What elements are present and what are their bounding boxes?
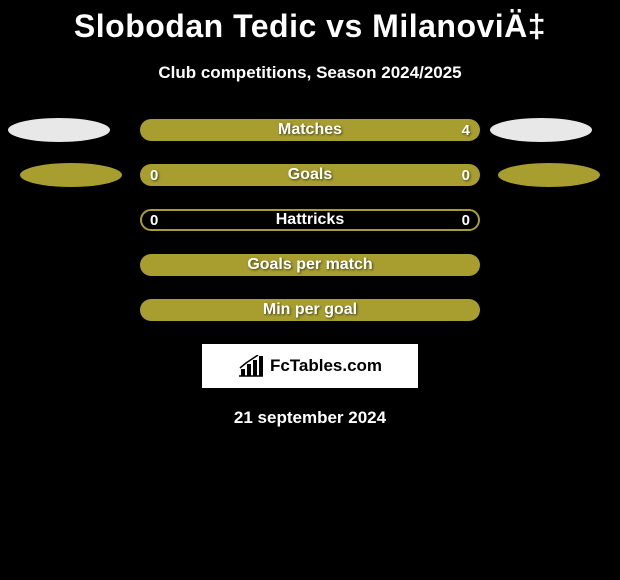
page-title: Slobodan Tedic vs MilanoviÄ‡ <box>0 8 620 45</box>
player-marker-ellipse <box>20 163 122 187</box>
stat-label: Min per goal <box>140 301 480 319</box>
stat-value-right: 4 <box>462 122 470 139</box>
stat-row: Hattricks0 0 <box>140 209 480 231</box>
stat-label: Matches <box>140 121 480 139</box>
stat-row: Goals per match <box>140 254 480 276</box>
stats-area: Matches4Goals00Hattricks00Goals per matc… <box>0 119 620 321</box>
stat-value-right: 0 <box>462 212 470 229</box>
stat-label: Hattricks <box>140 211 480 229</box>
logo-box[interactable]: FcTables.com <box>202 344 418 388</box>
stat-row: Min per goal <box>140 299 480 321</box>
stat-label: Goals per match <box>140 256 480 274</box>
comparison-widget: Slobodan Tedic vs MilanoviÄ‡ Club compet… <box>0 0 620 428</box>
stat-row: Goals0 0 <box>140 164 480 186</box>
stat-value-left: 0 <box>150 212 158 229</box>
subtitle: Club competitions, Season 2024/2025 <box>0 63 620 83</box>
date-label: 21 september 2024 <box>0 408 620 428</box>
player-marker-ellipse <box>490 118 592 142</box>
player-marker-ellipse <box>8 118 110 142</box>
stat-row: Matches4 <box>140 119 480 141</box>
stat-label: Goals <box>140 166 480 184</box>
stat-value-right: 0 <box>462 167 470 184</box>
bar-chart-icon <box>238 355 264 377</box>
player-marker-ellipse <box>498 163 600 187</box>
logo-text: FcTables.com <box>270 356 382 376</box>
stat-value-left: 0 <box>150 167 158 184</box>
